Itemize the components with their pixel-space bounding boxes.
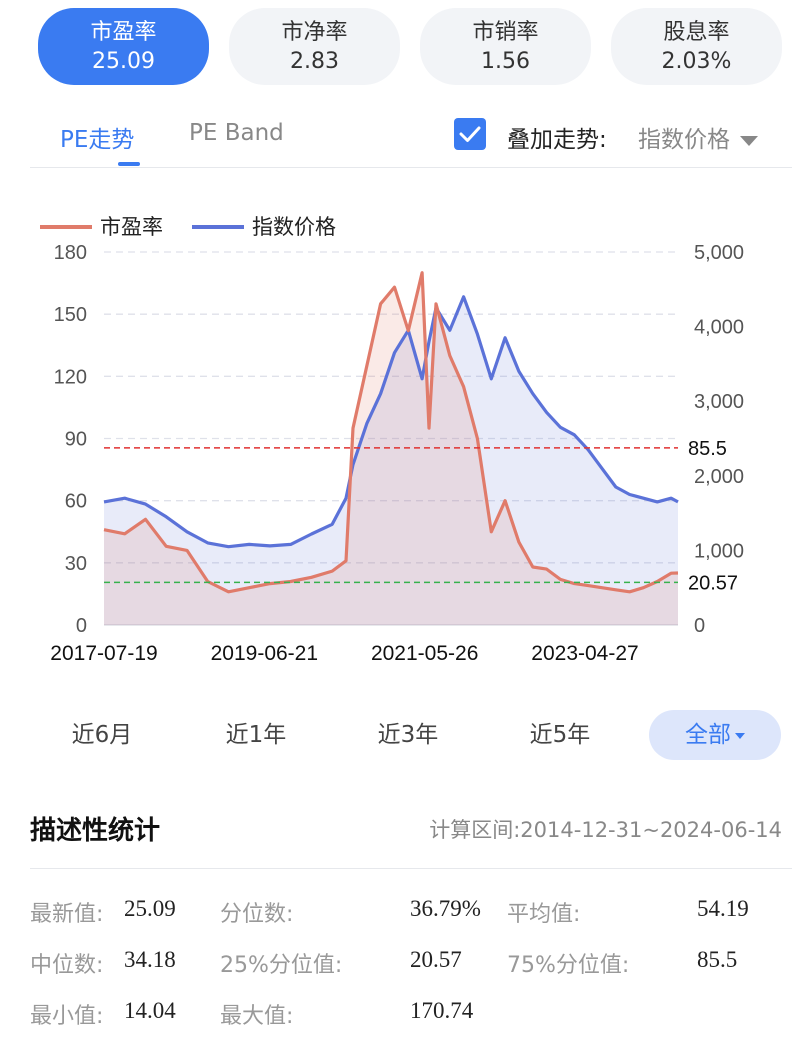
stat-p25-value: 20.57 bbox=[410, 947, 462, 972]
legend-pe-label: 市盈率 bbox=[100, 215, 163, 239]
right-tick-label: 1,000 bbox=[694, 540, 744, 562]
stat-mean-label: 平均值: bbox=[507, 902, 581, 927]
left-tick-label: 120 bbox=[54, 366, 87, 388]
right-axis: 5,000 4,000 3,000 2,000 1,000 0 bbox=[694, 242, 744, 637]
metric-label: 市净率 bbox=[281, 20, 348, 45]
reference-lines: 85.5 20.57 bbox=[104, 438, 738, 594]
left-axis: 180 150 120 90 60 30 0 bbox=[54, 242, 87, 637]
period-3y[interactable]: 近3年 bbox=[377, 722, 439, 748]
active-tab-indicator bbox=[118, 162, 140, 166]
chevron-down-icon bbox=[740, 135, 758, 146]
tab-pe-trend[interactable]: PE走势 bbox=[60, 127, 135, 153]
stat-percentile-label: 分位数: bbox=[220, 902, 294, 927]
metric-dividend-card[interactable]: 股息率 2.03% bbox=[611, 8, 782, 85]
period-all[interactable]: 全部 bbox=[649, 710, 781, 760]
chart-grid bbox=[104, 251, 678, 626]
left-tick-label: 180 bbox=[54, 242, 87, 264]
caret-down-icon bbox=[735, 732, 745, 739]
left-tick-label: 30 bbox=[65, 553, 87, 575]
legend-index-label: 指数价格 bbox=[252, 215, 336, 239]
period-5y[interactable]: 近5年 bbox=[529, 722, 591, 748]
overlay-series-dropdown[interactable]: 指数价格 bbox=[638, 120, 758, 154]
stat-p75-label: 75%分位值: bbox=[507, 953, 630, 978]
stat-latest-label: 最新值: bbox=[30, 902, 104, 927]
right-tick-label: 3,000 bbox=[694, 391, 744, 413]
overlay-label: 叠加走势: bbox=[507, 127, 607, 153]
stat-min-value: 14.04 bbox=[124, 998, 176, 1023]
reference-line-label: 85.5 bbox=[688, 438, 727, 460]
stat-p25-label: 25%分位值: bbox=[220, 953, 343, 978]
metric-ps-card[interactable]: 市销率 1.56 bbox=[420, 8, 591, 85]
left-tick-label: 0 bbox=[76, 615, 87, 637]
metric-value: 2.83 bbox=[290, 49, 339, 74]
x-tick-label: 2019-06-21 bbox=[211, 642, 318, 665]
left-tick-label: 150 bbox=[54, 304, 87, 326]
divider bbox=[30, 868, 792, 869]
x-tick-label: 2017-07-19 bbox=[50, 642, 157, 665]
pe-area bbox=[104, 272, 678, 625]
pe-chart: 市盈率 指数价格 180 150 120 90 60 30 0 5,000 4,000 3,00… bbox=[40, 215, 744, 665]
metric-tabs: 市盈率 25.09 市净率 2.83 市销率 1.56 股息率 2.03% bbox=[38, 8, 783, 86]
stats-title: 描述性统计 bbox=[30, 816, 161, 846]
overlay-checkbox[interactable] bbox=[454, 118, 486, 150]
stat-max-value: 170.74 bbox=[410, 998, 474, 1023]
checkmark-icon bbox=[459, 126, 481, 142]
right-tick-label: 2,000 bbox=[694, 466, 744, 488]
stats-date-range: 计算区间:2014-12-31~2024-06-14 bbox=[429, 818, 782, 842]
chart-series bbox=[103, 271, 679, 625]
period-all-label: 全部 bbox=[685, 722, 731, 748]
stat-median-label: 中位数: bbox=[30, 953, 104, 978]
stat-median-value: 34.18 bbox=[124, 947, 176, 972]
metric-value: 1.56 bbox=[481, 49, 530, 74]
metric-label: 股息率 bbox=[663, 20, 730, 45]
metric-pe-card[interactable]: 市盈率 25.09 bbox=[38, 8, 209, 85]
metric-pb-card[interactable]: 市净率 2.83 bbox=[229, 8, 400, 85]
metric-value: 25.09 bbox=[92, 49, 155, 74]
pe-line bbox=[103, 271, 679, 594]
right-tick-label: 5,000 bbox=[694, 242, 744, 264]
right-tick-label: 4,000 bbox=[694, 317, 744, 339]
metric-label: 市销率 bbox=[472, 20, 539, 45]
left-tick-label: 90 bbox=[65, 429, 87, 451]
stat-p75-value: 85.5 bbox=[697, 947, 738, 972]
stat-percentile-value: 36.79% bbox=[410, 896, 481, 921]
period-6m[interactable]: 近6月 bbox=[71, 722, 133, 748]
x-tick-label: 2023-04-27 bbox=[531, 642, 638, 665]
tab-pe-band[interactable]: PE Band bbox=[189, 120, 284, 146]
metric-value: 2.03% bbox=[661, 49, 732, 74]
index-line bbox=[103, 295, 679, 549]
x-axis: 2017-07-19 2019-06-21 2021-05-26 2023-04-27 bbox=[50, 642, 638, 665]
stat-latest-value: 25.09 bbox=[124, 896, 176, 921]
overlay-selected-value: 指数价格 bbox=[638, 127, 730, 153]
right-tick-label: 0 bbox=[694, 615, 705, 637]
x-tick-label: 2021-05-26 bbox=[371, 642, 478, 665]
index-area bbox=[104, 296, 678, 625]
period-1y[interactable]: 近1年 bbox=[225, 722, 287, 748]
left-tick-label: 60 bbox=[65, 491, 87, 513]
chart-tabs-bar: PE走势 PE Band 叠加走势: 指数价格 bbox=[30, 110, 792, 168]
stat-mean-value: 54.19 bbox=[697, 896, 749, 921]
reference-line-label: 20.57 bbox=[688, 572, 738, 594]
stat-min-label: 最小值: bbox=[30, 1004, 104, 1029]
period-selector: 近6月 近1年 近3年 近5年 全部 bbox=[30, 710, 782, 762]
metric-label: 市盈率 bbox=[90, 20, 157, 45]
stat-max-label: 最大值: bbox=[220, 1004, 294, 1029]
chart-legend: 市盈率 指数价格 bbox=[40, 215, 336, 239]
